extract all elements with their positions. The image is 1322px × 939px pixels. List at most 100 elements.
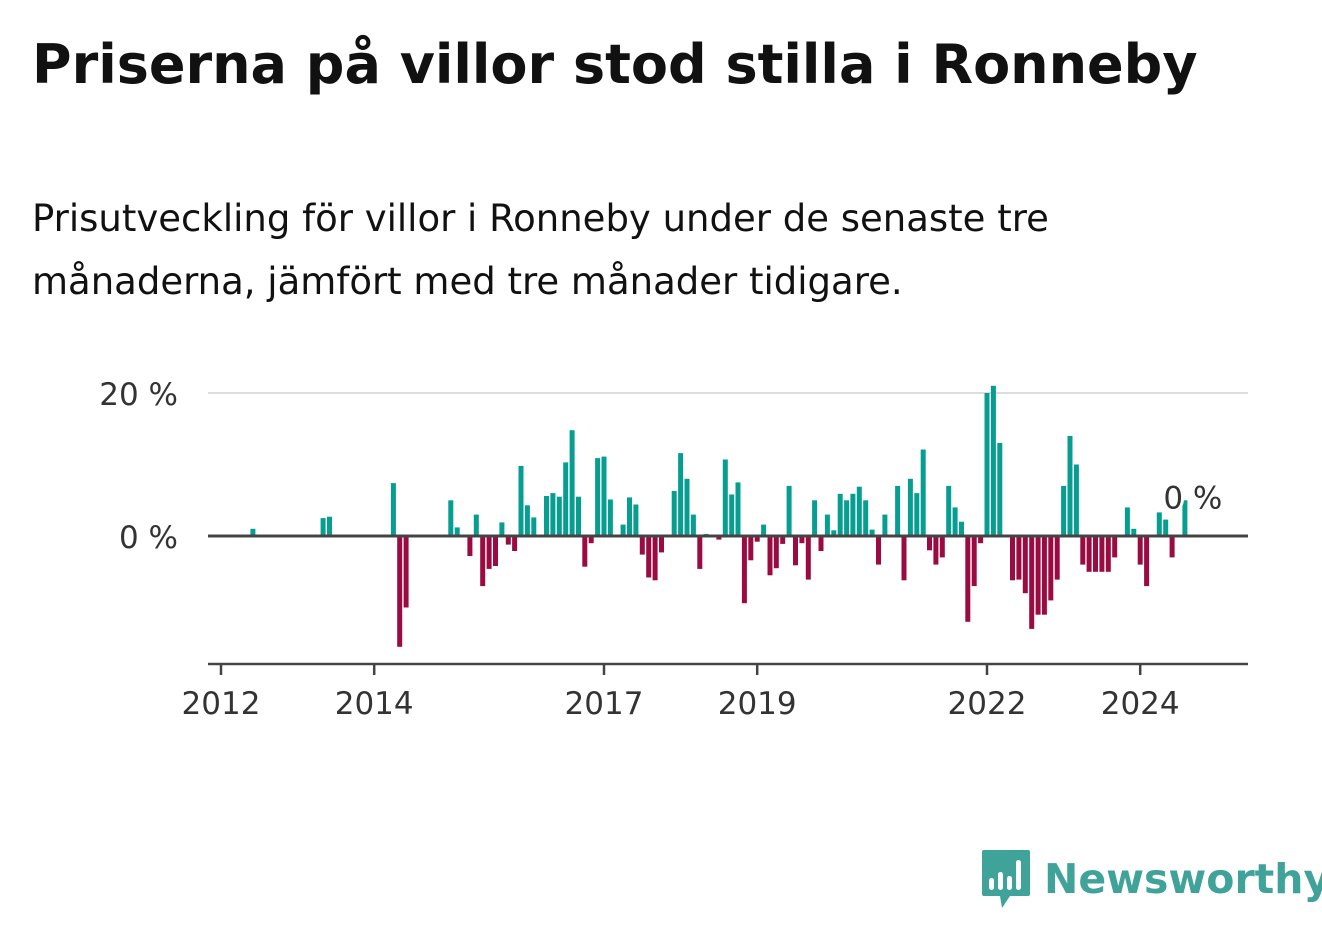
bar: [978, 536, 984, 544]
bar: [390, 483, 396, 536]
bar: [480, 536, 486, 587]
bar: [876, 536, 881, 565]
bar: [907, 478, 913, 536]
x-tick-label: 2022: [948, 686, 1027, 722]
bar: [595, 458, 601, 536]
x-tick-label: 2012: [182, 686, 261, 722]
bar: [805, 536, 811, 580]
bar: [633, 504, 639, 536]
bar: [678, 453, 684, 536]
bar: [1086, 536, 1092, 572]
bar: [1016, 536, 1022, 580]
bar: [927, 536, 932, 551]
bar: [1054, 536, 1060, 580]
bar: [882, 514, 888, 536]
bar: [250, 528, 256, 536]
bar: [493, 536, 498, 566]
bar: [741, 536, 747, 604]
bar: [639, 536, 645, 555]
bar: [1048, 536, 1054, 601]
bar: [895, 485, 901, 536]
bar: [576, 496, 581, 536]
bar: [1156, 512, 1162, 536]
bar: [607, 499, 613, 536]
bar: [799, 536, 805, 544]
bar: [780, 536, 786, 544]
bar: [601, 456, 607, 536]
bar: [518, 465, 524, 536]
bar: [933, 536, 939, 565]
bar: [1067, 435, 1073, 536]
bar: [990, 385, 996, 536]
bar: [1124, 507, 1130, 536]
bar: [397, 536, 403, 647]
bar: [627, 497, 632, 536]
x-tick-label: 2019: [718, 686, 797, 722]
bar: [320, 518, 326, 536]
bar: [454, 527, 460, 536]
bar: [556, 496, 562, 536]
bar: [1041, 536, 1047, 615]
bar: [1010, 536, 1015, 581]
bar: [327, 516, 332, 536]
bar: [831, 530, 837, 536]
bar: [837, 493, 843, 536]
bar: [722, 459, 728, 536]
bar: [869, 529, 875, 536]
bar-chart-speech-bubble-icon: [982, 850, 1030, 908]
bar: [652, 536, 658, 581]
bar-chart: 20 % 0 % 2012 2014 2017 2019 2022 2024 0 %: [99, 377, 1248, 722]
labels: 20 % 0 % 2012 2014 2017 2019 2022 2024 0 %: [99, 377, 1225, 722]
bar: [467, 536, 473, 556]
bar: [959, 521, 964, 536]
bar: [735, 482, 741, 536]
last-value-label: 0 %: [1163, 480, 1222, 516]
bar: [793, 536, 798, 566]
bar: [1029, 536, 1035, 629]
bar: [684, 478, 690, 536]
bar: [850, 493, 856, 536]
bar: [761, 524, 767, 536]
bar: [505, 536, 511, 545]
bar: [748, 536, 754, 561]
bar: [1073, 464, 1079, 536]
bar: [863, 500, 869, 537]
bar: [844, 500, 850, 537]
bar: [512, 536, 518, 551]
bar: [716, 536, 722, 540]
bar: [1035, 536, 1041, 615]
brand-name: Newsworthy: [1044, 855, 1322, 903]
axes: [208, 534, 1248, 675]
bar: [754, 536, 760, 542]
bar: [690, 514, 696, 536]
y-tick-label: 20 %: [99, 377, 178, 413]
brand-logo: Newsworthy: [980, 848, 1322, 910]
bar: [1169, 536, 1175, 558]
bar: [773, 536, 779, 569]
bar: [563, 462, 569, 536]
page-title: Priserna på villor stod stilla i Ronneby: [32, 33, 1198, 96]
y-tick-label: 0 %: [119, 520, 178, 556]
bar: [1163, 519, 1169, 536]
bar: [729, 494, 735, 536]
bar: [403, 536, 409, 608]
bar: [448, 500, 454, 537]
bar: [824, 514, 830, 536]
bar: [1099, 536, 1105, 572]
bar: [952, 507, 958, 536]
bar: [856, 486, 862, 536]
x-tick-label: 2014: [335, 686, 414, 722]
bars: [250, 385, 1188, 647]
bar: [984, 393, 990, 536]
x-tick-label: 2017: [565, 686, 644, 722]
bar: [812, 500, 818, 537]
bar: [697, 536, 703, 569]
bar: [1105, 536, 1111, 572]
bar: [946, 485, 952, 536]
bar: [671, 491, 677, 536]
bar: [1144, 536, 1150, 587]
bar: [971, 536, 977, 587]
bar: [550, 493, 556, 536]
bar: [1022, 536, 1028, 594]
bar: [588, 536, 594, 544]
